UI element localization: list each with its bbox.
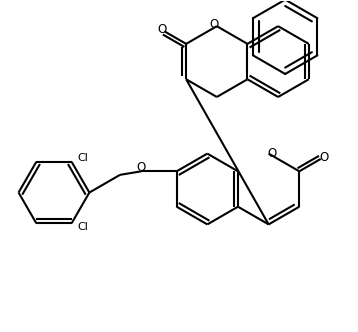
Text: O: O <box>209 18 219 31</box>
Text: O: O <box>157 23 166 36</box>
Text: Cl: Cl <box>77 222 88 232</box>
Text: Cl: Cl <box>77 153 88 163</box>
Text: O: O <box>267 147 277 160</box>
Text: O: O <box>320 151 329 164</box>
Text: O: O <box>137 161 146 174</box>
